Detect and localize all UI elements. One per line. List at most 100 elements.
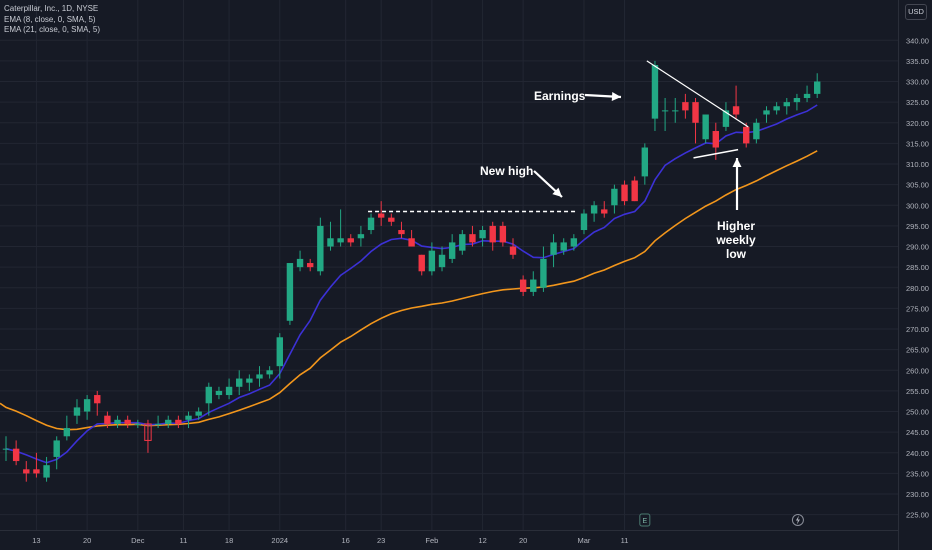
new-high-label: New high [480, 164, 534, 178]
lightning-bolt [795, 515, 800, 525]
candle-body [205, 386, 212, 404]
candle-body [509, 246, 517, 255]
candle-body [448, 242, 456, 259]
price-tick-label: 250.00 [906, 408, 929, 417]
legend-symbol: Caterpillar, Inc., 1D, NYSE [4, 4, 99, 13]
candle-body [144, 423, 152, 441]
price-tick-label: 260.00 [906, 366, 929, 375]
candle-body [438, 254, 446, 268]
candle-body [276, 337, 283, 367]
price-tick-label: 245.00 [906, 428, 929, 437]
price-tick-label: 240.00 [906, 449, 929, 458]
higher-weekly-low-label: Higher weekly low [712, 219, 760, 261]
candle-body [63, 428, 71, 437]
candle-body [550, 242, 557, 255]
candle-body [712, 131, 719, 148]
candle-body [175, 419, 182, 424]
candle-body [256, 374, 263, 379]
time-tick-label: 12 [478, 536, 486, 545]
time-tick-label: 18 [225, 536, 233, 545]
price-tick-label: 275.00 [906, 304, 929, 313]
candle-body [327, 238, 334, 247]
price-tick-label: 330.00 [906, 78, 929, 87]
candle-body [732, 106, 740, 115]
time-tick-label: 16 [342, 536, 350, 545]
candle-body [398, 230, 405, 235]
trend-drawings [368, 60, 749, 213]
candle-body [53, 440, 60, 457]
candle-body [631, 180, 638, 202]
time-tick-label: 2024 [271, 536, 288, 545]
candle-body [428, 250, 436, 272]
time-tick-label: Feb [425, 536, 438, 545]
candle-body [215, 390, 223, 396]
candle-body [418, 254, 425, 272]
candle-body [814, 81, 821, 94]
time-axis[interactable]: 13 20 Dec 11 18 2024 16 23 Feb 12 20 Mar 11 [0, 530, 898, 546]
legend-ema21: EMA (21, close, 0, SMA, 5) [4, 25, 101, 34]
candle-body [12, 448, 20, 462]
candle-body [722, 110, 730, 127]
candle-body [773, 106, 780, 111]
candle-body [692, 102, 699, 123]
higher-weekly-low-line-3: low [726, 247, 746, 261]
earnings-event-icon [639, 513, 651, 527]
currency-button[interactable]: USD [905, 4, 927, 20]
earnings-label: Earnings [534, 89, 586, 103]
candle-body [499, 225, 507, 243]
candle-body [519, 279, 527, 292]
descending-trendline [646, 60, 749, 128]
candle-body [94, 395, 101, 404]
price-tick-label: 305.00 [906, 181, 929, 190]
candle-body [73, 407, 81, 416]
candle-body [611, 188, 618, 206]
price-axis[interactable]: 225.00 230.00 235.00 240.00 245.00 250.00 255.… [898, 0, 929, 550]
candle-body [286, 263, 294, 321]
price-tick-label: 325.00 [906, 98, 929, 107]
candle-body [23, 469, 30, 474]
candle-body [753, 122, 760, 140]
candle-body [296, 258, 304, 268]
candle-body [104, 415, 111, 424]
candle-body [134, 423, 142, 425]
chart-legend: Caterpillar, Inc., 1D, NYSE EMA (8, clos… [4, 4, 100, 36]
candle-body [195, 411, 202, 416]
price-tick-label: 335.00 [906, 57, 929, 66]
candle-body [793, 98, 801, 103]
price-tick-label: 340.00 [906, 36, 929, 45]
candle-body [124, 419, 131, 424]
candle-body [672, 110, 679, 112]
time-tick-label: 20 [519, 536, 527, 545]
candle-body [347, 238, 354, 243]
candle-body [357, 234, 365, 239]
earnings-arrow-head [611, 92, 621, 101]
price-tick-label: 300.00 [906, 201, 929, 210]
time-tick-label: 23 [377, 536, 385, 545]
ema21-line-group [0, 150, 818, 431]
higher-low-line [693, 148, 739, 159]
price-tick-label: 230.00 [906, 490, 929, 499]
candle-body [388, 217, 395, 222]
candle-body [114, 419, 121, 424]
price-tick-label: 315.00 [906, 139, 929, 148]
time-tick-label: 11 [621, 536, 629, 545]
time-tick-label: 13 [32, 536, 40, 545]
candle-body [236, 378, 243, 387]
price-tick-label: 225.00 [906, 511, 929, 520]
higher-weekly-low-line-1: Higher [716, 219, 755, 233]
candle-body [641, 147, 649, 177]
new-high-arrow-head [552, 187, 562, 197]
price-tick-label: 235.00 [906, 469, 929, 478]
time-tick-label: 20 [83, 536, 91, 545]
price-tick-label: 320.00 [906, 119, 929, 128]
candle-body [225, 386, 233, 396]
candle-body [682, 102, 689, 111]
candle-body [702, 114, 709, 140]
candles [2, 60, 821, 482]
candle-body [590, 205, 598, 214]
candle-body [651, 65, 659, 119]
candle-body [489, 225, 496, 243]
time-tick-label: Mar [578, 536, 591, 545]
ema21-line [0, 150, 818, 431]
